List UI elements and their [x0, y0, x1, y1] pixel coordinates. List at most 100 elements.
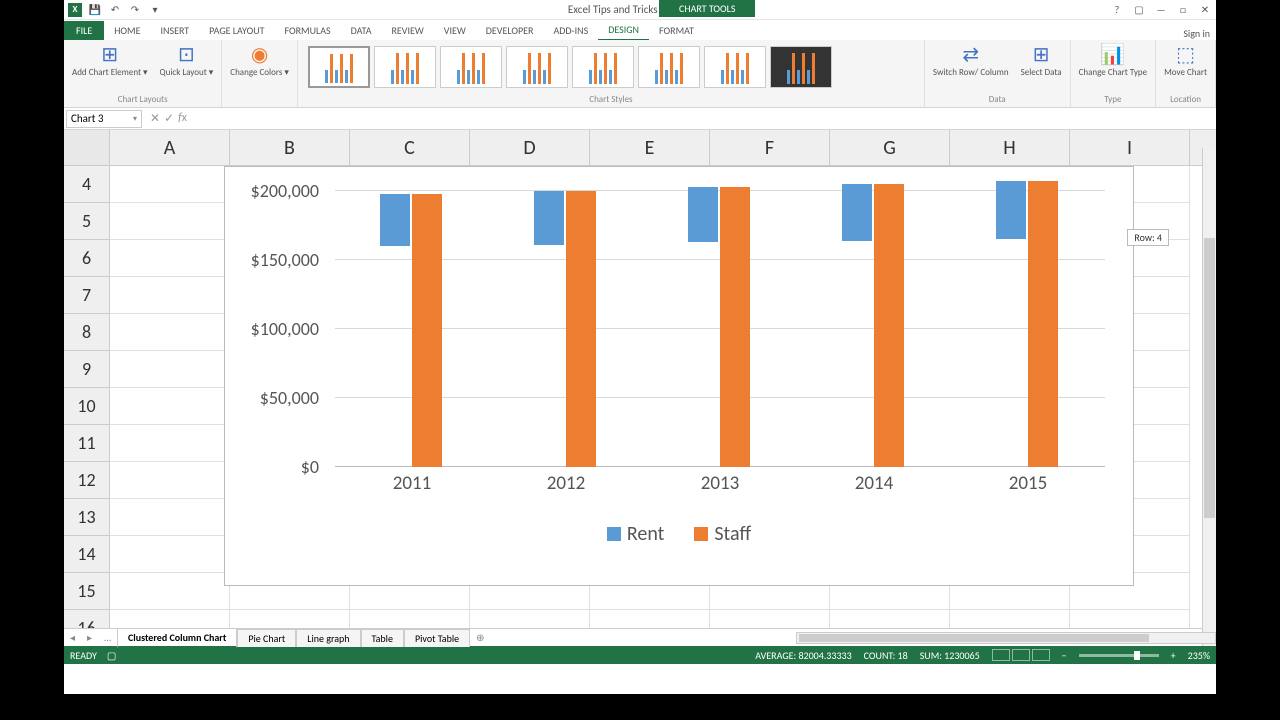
chart-style-5[interactable] — [572, 46, 634, 88]
zoom-out-button[interactable]: − — [1062, 649, 1067, 662]
change-chart-type-button[interactable]: 📊Change Chart Type — [1077, 42, 1150, 94]
legend-item[interactable]: Rent — [607, 522, 664, 546]
bar-rent[interactable] — [996, 181, 1026, 239]
new-sheet-button[interactable]: ⊕ — [470, 631, 490, 644]
view-normal-icon[interactable] — [992, 649, 1010, 661]
row-header[interactable]: 9 — [64, 351, 110, 388]
qat-dropdown-icon[interactable]: ▾ — [148, 3, 162, 17]
tab-format[interactable]: FORMAT — [649, 21, 704, 40]
bar-staff[interactable] — [874, 184, 904, 467]
tab-nav-prev[interactable]: ◂ — [64, 631, 81, 644]
chart-object[interactable]: $200,000$150,000$100,000$50,000$0 201120… — [224, 166, 1134, 586]
help-icon[interactable]: ? — [1110, 3, 1124, 17]
tab-view[interactable]: VIEW — [434, 21, 476, 40]
bar-rent[interactable] — [688, 187, 718, 242]
col-header[interactable]: G — [830, 130, 950, 165]
tab-review[interactable]: REVIEW — [381, 21, 433, 40]
add-chart-element-button[interactable]: ⊞Add Chart Element ▾ — [70, 42, 150, 94]
col-header[interactable]: F — [710, 130, 830, 165]
tab-nav-more[interactable]: … — [98, 631, 117, 644]
sign-in-link[interactable]: Sign in — [1183, 27, 1216, 40]
change-colors-button[interactable]: ◉Change Colors ▾ — [228, 42, 291, 105]
tab-design[interactable]: DESIGN — [598, 20, 649, 40]
col-header[interactable]: I — [1070, 130, 1190, 165]
ribbon-options-icon[interactable]: ▢ — [1132, 3, 1146, 17]
select-all-corner[interactable] — [64, 130, 110, 165]
bar-group[interactable] — [380, 194, 442, 467]
bar-staff[interactable] — [1028, 181, 1058, 467]
row-header[interactable]: 11 — [64, 425, 110, 462]
bar-rent[interactable] — [380, 194, 410, 246]
zoom-slider[interactable] — [1079, 654, 1159, 657]
quick-layout-button[interactable]: ⊡Quick Layout ▾ — [158, 42, 216, 94]
tab-insert[interactable]: INSERT — [151, 21, 200, 40]
bar-staff[interactable] — [720, 187, 750, 467]
plot-area[interactable] — [335, 177, 1105, 467]
tab-formulas[interactable]: FORMULAS — [274, 21, 340, 40]
switch-row-column-button[interactable]: ⇄Switch Row/ Column — [931, 42, 1011, 94]
bar-staff[interactable] — [412, 194, 442, 467]
row-header[interactable]: 15 — [64, 573, 110, 610]
tab-page-layout[interactable]: PAGE LAYOUT — [199, 21, 274, 40]
zoom-in-button[interactable]: + — [1171, 649, 1176, 662]
vertical-scrollbar[interactable] — [1202, 148, 1216, 646]
bar-rent[interactable] — [534, 191, 564, 245]
view-page-break-icon[interactable] — [1032, 649, 1050, 661]
undo-icon[interactable]: ↶ — [108, 3, 122, 17]
macro-record-icon[interactable]: ▢ — [107, 649, 116, 662]
sheet-tab[interactable]: Line graph — [296, 629, 360, 647]
confirm-formula-icon[interactable]: ✓ — [164, 111, 174, 126]
col-header[interactable]: B — [230, 130, 350, 165]
maximize-icon[interactable]: □ — [1176, 3, 1190, 17]
redo-icon[interactable]: ↷ — [128, 3, 142, 17]
bar-group[interactable] — [996, 181, 1058, 467]
row-header[interactable]: 12 — [64, 462, 110, 499]
col-header[interactable]: E — [590, 130, 710, 165]
row-header[interactable]: 4 — [64, 166, 110, 203]
name-box[interactable]: Chart 3▾ — [66, 110, 142, 128]
row-header[interactable]: 6 — [64, 240, 110, 277]
row-header[interactable]: 5 — [64, 203, 110, 240]
tab-nav-next[interactable]: ▸ — [81, 631, 98, 644]
bar-group[interactable] — [842, 184, 904, 467]
legend[interactable]: Rent Staff — [225, 522, 1133, 546]
bar-group[interactable] — [534, 191, 596, 467]
sheet-tab[interactable]: Table — [361, 629, 404, 647]
col-header[interactable]: A — [110, 130, 230, 165]
row-header[interactable]: 14 — [64, 536, 110, 573]
close-icon[interactable]: ✕ — [1198, 3, 1212, 17]
tab-file[interactable]: FILE — [64, 21, 104, 40]
chart-style-8[interactable] — [770, 46, 832, 88]
chart-style-6[interactable] — [638, 46, 700, 88]
row-header[interactable]: 13 — [64, 499, 110, 536]
sheet-tab[interactable]: Clustered Column Chart — [117, 628, 237, 648]
row-header[interactable]: 10 — [64, 388, 110, 425]
row-header[interactable]: 8 — [64, 314, 110, 351]
zoom-level[interactable]: 235% — [1188, 649, 1210, 662]
formula-input[interactable] — [193, 110, 1216, 128]
tab-addins[interactable]: ADD-INS — [543, 21, 598, 40]
chart-style-1[interactable] — [308, 46, 370, 88]
tab-data[interactable]: DATA — [341, 21, 382, 40]
tab-developer[interactable]: DEVELOPER — [476, 21, 544, 40]
sheet-tab[interactable]: Pivot Table — [404, 629, 470, 647]
minimize-icon[interactable]: — — [1154, 3, 1168, 17]
row-header[interactable]: 7 — [64, 277, 110, 314]
cancel-formula-icon[interactable]: ✕ — [150, 111, 160, 126]
tab-home[interactable]: HOME — [104, 21, 150, 40]
bar-group[interactable] — [688, 187, 750, 467]
save-icon[interactable]: 💾 — [88, 3, 102, 17]
horizontal-scrollbar[interactable] — [796, 632, 1216, 644]
bar-staff[interactable] — [566, 191, 596, 467]
col-header[interactable]: D — [470, 130, 590, 165]
move-chart-button[interactable]: ⬚Move Chart — [1162, 42, 1209, 94]
view-page-layout-icon[interactable] — [1012, 649, 1030, 661]
chart-style-2[interactable] — [374, 46, 436, 88]
chart-style-4[interactable] — [506, 46, 568, 88]
legend-item[interactable]: Staff — [694, 522, 751, 546]
fx-icon[interactable]: fx — [178, 111, 187, 126]
chart-style-3[interactable] — [440, 46, 502, 88]
bar-rent[interactable] — [842, 184, 872, 241]
select-data-button[interactable]: ⊞Select Data — [1019, 42, 1064, 94]
col-header[interactable]: C — [350, 130, 470, 165]
